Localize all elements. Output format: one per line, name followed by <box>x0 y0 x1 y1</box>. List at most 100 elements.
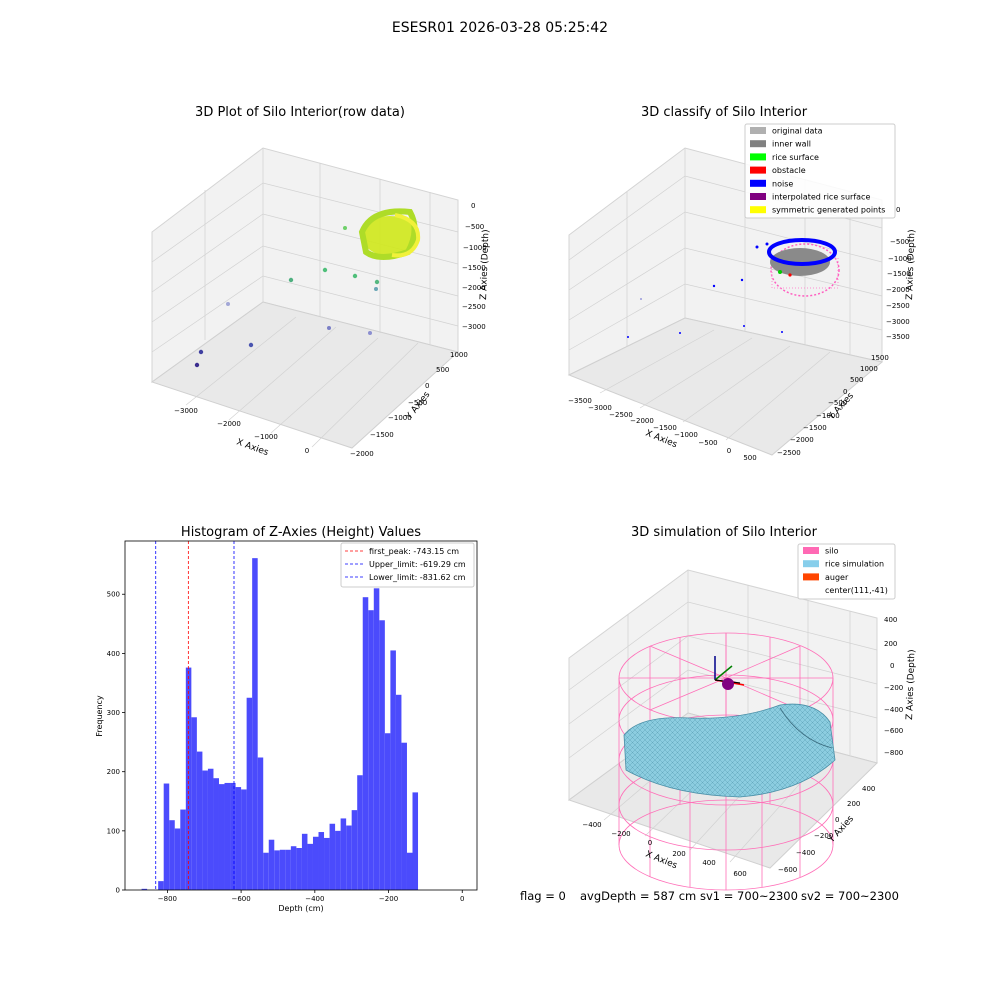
histogram-bar <box>329 823 336 890</box>
histogram-bar <box>379 620 385 890</box>
panel1-point <box>374 279 380 285</box>
legend-swatch <box>750 153 766 161</box>
legend-label: obstacle <box>772 166 806 175</box>
panel2-point <box>781 331 783 333</box>
panel2-point <box>712 284 716 288</box>
panel2-ytick: −2000 <box>790 436 814 444</box>
legend-swatch <box>750 179 766 187</box>
histogram-bar <box>357 775 363 890</box>
histogram-bar <box>290 846 297 890</box>
panel1-point <box>374 287 378 291</box>
histogram-bar <box>246 697 253 890</box>
panel-simulation: 3D simulation of Silo Interior <box>567 525 917 891</box>
histogram-ytick-label: 500 <box>107 591 120 599</box>
panel1-xtick: −3000 <box>174 407 198 415</box>
panel4-ytick: −600 <box>778 866 797 874</box>
histogram-bar <box>141 888 148 890</box>
histogram-legend: first_peak: -743.15 cm Upper_limit: -619.… <box>340 542 475 588</box>
histogram-bar <box>207 768 214 890</box>
panel4-ylabel: Y Axies <box>826 814 856 846</box>
panel4-ytick: 400 <box>862 785 875 793</box>
histogram-bar <box>318 832 325 890</box>
sv1-text: sv1 = 700~2300 <box>700 889 798 903</box>
panel4-ytick: −400 <box>796 849 815 857</box>
panel1-xtick: −2000 <box>217 420 241 428</box>
panel1-zlabel: Z Axies (Depth) <box>479 229 491 300</box>
panel1-point <box>248 342 254 348</box>
histogram-bar <box>346 825 352 890</box>
legend-label: noise <box>772 179 793 188</box>
panel-classify-scatter: 3D classify of Silo Interior <box>567 105 917 462</box>
panel4-ztick: −600 <box>884 727 903 735</box>
panel4-ztick: 0 <box>890 662 894 670</box>
histogram-bar <box>395 694 402 890</box>
panel4-ytick: 200 <box>847 800 860 808</box>
panel1-points <box>194 208 421 368</box>
panel2-xtick: −1000 <box>674 431 698 439</box>
status-footer: flag = 0 avgDepth = 587 cm sv1 = 700~230… <box>520 889 899 903</box>
histogram-bar <box>252 558 258 890</box>
panel1-point <box>194 362 200 368</box>
panel2-ytick: 0 <box>843 388 847 396</box>
legend-swatch <box>803 547 819 554</box>
panel2-point <box>743 325 745 327</box>
histogram-bar <box>312 836 319 890</box>
panel4-ztick: −400 <box>884 706 903 714</box>
panel2-point <box>627 336 629 338</box>
panel2-floor <box>567 317 884 456</box>
histogram-bar <box>368 610 374 890</box>
histogram-yaxis: 0 100 200 300 400 500 <box>107 591 125 895</box>
histogram-bar <box>169 820 175 890</box>
panel4-ytick: −200 <box>814 832 833 840</box>
histogram-bar <box>335 830 341 890</box>
histogram-xtick-label: −600 <box>231 895 250 903</box>
legend-label: rice surface <box>772 153 819 162</box>
legend-swatch <box>750 193 766 200</box>
panel1-ytick: 0 <box>425 382 429 390</box>
panel1-ytick: 1000 <box>450 351 468 359</box>
legend-swatch <box>750 127 766 134</box>
rice-simulation-surface <box>623 703 836 798</box>
panel4-xtick: 600 <box>733 870 746 878</box>
panel2-noise-ring <box>767 238 837 266</box>
legend-label: silo <box>825 547 839 556</box>
histogram-bar <box>241 789 247 890</box>
panel2-grid <box>568 148 883 441</box>
histogram-bar <box>174 828 181 890</box>
legend-swatch <box>750 140 766 148</box>
histogram-xaxis: −800 −600 −400 −200 0 <box>158 890 464 903</box>
panel2-points <box>627 238 840 338</box>
histogram-bar <box>180 809 186 890</box>
panel1-xtick: −1000 <box>254 433 278 441</box>
histogram-bar <box>263 852 269 890</box>
panel1-point <box>198 349 204 355</box>
panel4-xtick: 200 <box>672 850 685 858</box>
histogram-bar <box>340 818 347 890</box>
histogram-bar <box>191 717 197 890</box>
histogram-title: Histogram of Z-Axies (Height) Values <box>181 525 421 540</box>
histogram-bar <box>274 850 280 890</box>
panel2-xtick: 0 <box>727 447 731 455</box>
histogram-bar <box>279 849 286 890</box>
legend-label: symmetric generated points <box>772 206 885 215</box>
histogram-ytick-label: 100 <box>107 827 120 835</box>
panel2-xtick: 500 <box>743 454 756 462</box>
panel1-title: 3D Plot of Silo Interior(row data) <box>195 105 405 120</box>
legend-label: inner wall <box>772 140 811 149</box>
histogram-bar <box>373 588 380 890</box>
panel-histogram: Histogram of Z-Axies (Height) Values −80… <box>95 525 478 913</box>
panel2-ytick: 1500 <box>871 354 889 362</box>
panel1-point <box>352 273 358 279</box>
histogram-bar <box>362 597 369 890</box>
panel2-ztick: −2500 <box>886 302 910 310</box>
histogram-bar <box>158 881 164 890</box>
histogram-bar <box>412 792 419 890</box>
histogram-ytick-label: 200 <box>107 768 120 776</box>
panel1-xtick: 0 <box>305 447 309 455</box>
panel2-ytick: −1500 <box>803 424 827 432</box>
panel1-ztick: −1500 <box>462 264 486 272</box>
histogram-xtick-label: −400 <box>305 895 324 903</box>
legend-swatch <box>750 166 766 174</box>
panel2-point <box>679 332 681 334</box>
panel2-ztick: −500 <box>890 238 909 246</box>
